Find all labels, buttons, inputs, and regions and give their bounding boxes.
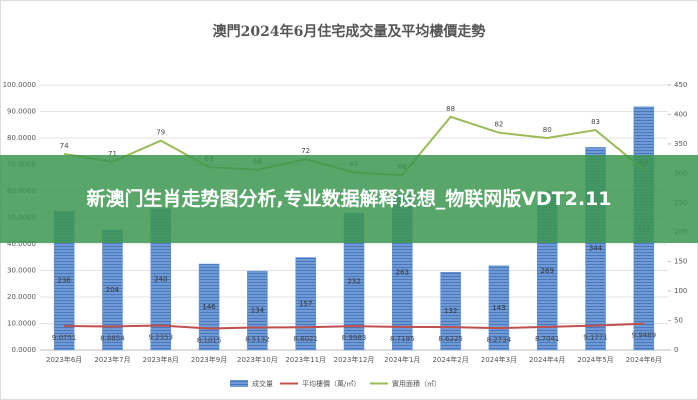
bar-label: 236 — [57, 277, 71, 285]
chart-title: 澳門2024年6月住宅成交量及平均樓價走勢 — [213, 23, 486, 40]
line-label: 9.1771 — [583, 334, 608, 342]
line-label: 80 — [543, 126, 552, 134]
x-tick-label: 2023年8月 — [143, 355, 179, 364]
line-label: 8.1015 — [197, 337, 222, 345]
bar-label: 143 — [492, 304, 505, 312]
x-tick-label: 2024年6月 — [626, 355, 662, 364]
bar — [247, 270, 268, 351]
line-label: 8.7041 — [535, 335, 560, 343]
line-label: 8.8854 — [100, 334, 125, 342]
line-label: 8.5132 — [245, 335, 270, 343]
line-label: 9.0751 — [52, 334, 77, 342]
bar-label: 240 — [154, 275, 167, 283]
x-tick-label: 2024年4月 — [529, 355, 565, 364]
line-label: 8.6225 — [438, 335, 463, 343]
line-label: 9.2353 — [149, 334, 174, 342]
y-tick-label: 20.0000 — [7, 293, 36, 301]
line-label: 74 — [60, 142, 69, 150]
x-tick-label: 2024年1月 — [384, 355, 420, 364]
line-label: 79 — [156, 129, 165, 137]
x-tick-label: 2023年10月 — [237, 355, 278, 364]
line-label: 82 — [494, 121, 503, 129]
line-label: 8.9983 — [342, 334, 367, 342]
bar-label: 157 — [299, 300, 312, 308]
line-label: 88 — [446, 105, 455, 113]
x-tick-label: 2024年5月 — [577, 355, 613, 364]
y2-tick-label: 350 — [674, 140, 687, 148]
bar-label: 146 — [202, 303, 216, 311]
y-tick-label: 40.0000 — [7, 240, 36, 248]
x-tick-label: 2024年3月 — [481, 355, 517, 364]
bar-label: 134 — [251, 307, 265, 315]
legend-label: 平均樓價（萬/㎡） — [302, 379, 360, 388]
legend-label: 成交量 — [252, 379, 273, 388]
x-tick-label: 2024年2月 — [432, 355, 468, 364]
y2-tick-label: 400 — [674, 110, 687, 118]
x-tick-label: 2023年11月 — [285, 355, 326, 364]
bar-label: 204 — [106, 286, 120, 294]
x-tick-label: 2023年9月 — [191, 355, 227, 364]
bar-label: 232 — [347, 278, 360, 286]
line-label: 83 — [591, 118, 600, 126]
line-label: 9.9489 — [632, 332, 657, 340]
line-label: 71 — [108, 150, 117, 158]
bar-label: 269 — [541, 267, 554, 275]
y-tick-label: 90.0000 — [7, 108, 36, 116]
line-label: 72 — [301, 147, 310, 155]
y2-tick-label: 0 — [674, 346, 678, 354]
y-tick-label: 10.0000 — [7, 320, 36, 328]
line-label: 8.6021 — [293, 335, 318, 343]
y-tick-label: 0.0000 — [12, 346, 37, 354]
overlay-banner: 新澳门生肖走势图分析,专业数据解释设想_物联网版VDT2.11 — [0, 155, 698, 243]
x-tick-label: 2023年12月 — [334, 355, 375, 364]
bar — [440, 272, 461, 351]
line-label: 8.7195 — [390, 335, 415, 343]
legend-label: 實用面積（㎡） — [392, 379, 441, 388]
y-tick-label: 80.0000 — [7, 134, 36, 142]
y2-tick-label: 50 — [674, 317, 683, 325]
x-tick-label: 2023年7月 — [94, 355, 130, 364]
line — [64, 322, 644, 330]
y2-tick-label: 100 — [674, 287, 687, 295]
legend-swatch — [230, 380, 248, 387]
x-tick-label: 2023年6月 — [46, 355, 82, 364]
bar-label: 344 — [589, 245, 603, 253]
bar-label: 263 — [396, 269, 409, 277]
line-label: 8.2734 — [487, 336, 512, 344]
y-tick-label: 30.0000 — [7, 267, 36, 275]
y2-tick-label: 150 — [674, 258, 687, 266]
bar-label: 132 — [444, 307, 457, 315]
y-tick-label: 100.0000 — [3, 81, 36, 89]
y2-tick-label: 450 — [674, 81, 687, 89]
